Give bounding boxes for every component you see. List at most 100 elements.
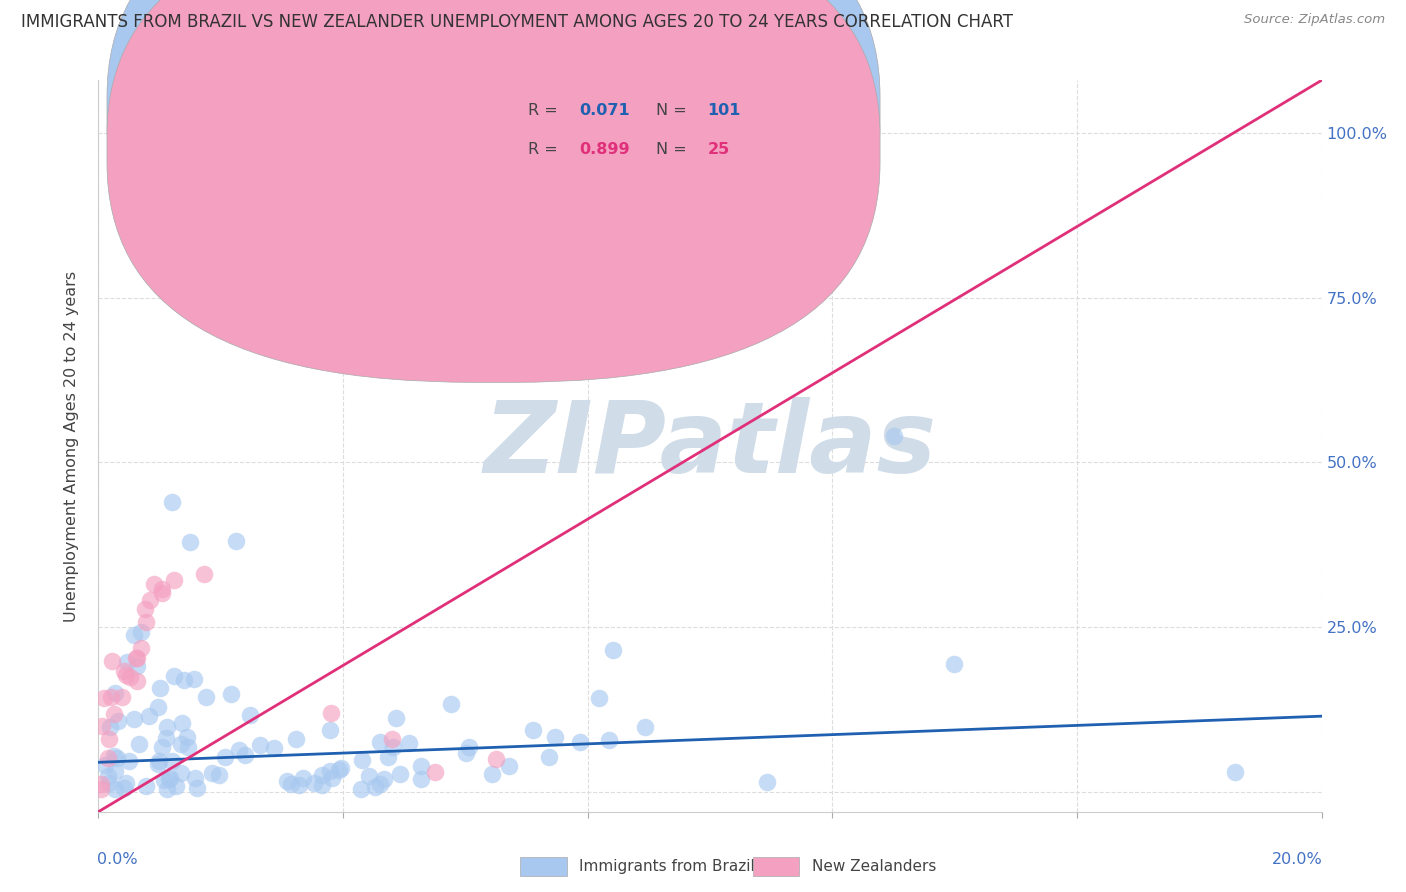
Point xyxy=(138,709,160,723)
Point xyxy=(381,739,404,754)
Text: 25: 25 xyxy=(707,142,730,156)
Point xyxy=(105,751,128,765)
Point xyxy=(883,429,905,443)
Text: R =: R = xyxy=(527,142,562,156)
Point xyxy=(319,723,342,737)
Point xyxy=(135,615,157,629)
Point xyxy=(115,776,138,790)
Point xyxy=(411,759,433,773)
Point xyxy=(184,772,207,786)
Point xyxy=(439,698,461,712)
Text: 0.071: 0.071 xyxy=(579,103,630,118)
Point xyxy=(328,763,350,777)
Text: N =: N = xyxy=(657,103,692,118)
Point xyxy=(177,740,200,755)
Point xyxy=(104,781,127,796)
Point xyxy=(522,723,544,738)
Point xyxy=(201,766,224,780)
Point xyxy=(263,741,285,756)
Point xyxy=(170,716,193,731)
Point xyxy=(125,659,148,673)
Point xyxy=(292,771,315,785)
Point xyxy=(149,681,172,695)
Point xyxy=(481,766,503,780)
Point xyxy=(111,690,134,705)
Point xyxy=(321,771,343,785)
Point xyxy=(454,746,477,760)
Point xyxy=(97,751,120,765)
Text: 0.0%: 0.0% xyxy=(97,852,138,867)
Point xyxy=(186,780,208,795)
Point xyxy=(498,758,520,772)
Text: IMMIGRANTS FROM BRAZIL VS NEW ZEALANDER UNEMPLOYMENT AMONG AGES 20 TO 24 YEARS C: IMMIGRANTS FROM BRAZIL VS NEW ZEALANDER … xyxy=(21,13,1014,31)
Point xyxy=(249,738,271,752)
Text: R =: R = xyxy=(527,103,562,118)
Point xyxy=(125,650,148,665)
Point xyxy=(163,573,186,587)
Point xyxy=(377,750,399,764)
Point xyxy=(330,761,353,775)
Point xyxy=(135,779,157,793)
Point xyxy=(98,776,121,790)
Point xyxy=(173,673,195,687)
Point xyxy=(157,772,180,787)
Text: 101: 101 xyxy=(707,103,741,118)
Point xyxy=(538,750,561,764)
Point xyxy=(942,657,965,671)
Point xyxy=(285,732,308,747)
Point xyxy=(156,781,179,796)
Point xyxy=(97,769,120,783)
Point xyxy=(107,714,129,728)
Point xyxy=(368,777,391,791)
FancyBboxPatch shape xyxy=(107,0,880,343)
FancyBboxPatch shape xyxy=(460,87,814,171)
Point xyxy=(311,779,333,793)
Point xyxy=(104,686,127,700)
Point xyxy=(176,730,198,744)
Point xyxy=(458,740,481,755)
Point xyxy=(208,768,231,782)
Point xyxy=(148,756,170,771)
Point xyxy=(350,781,373,796)
Point xyxy=(183,673,205,687)
Point xyxy=(423,765,446,780)
Point xyxy=(160,495,183,509)
Point xyxy=(385,710,408,724)
Point xyxy=(411,772,433,786)
Text: Source: ZipAtlas.com: Source: ZipAtlas.com xyxy=(1244,13,1385,27)
Point xyxy=(98,720,121,734)
Point xyxy=(239,707,262,722)
Point xyxy=(225,534,247,549)
Point xyxy=(104,764,127,779)
Point xyxy=(112,780,135,795)
Point xyxy=(150,739,173,754)
Point xyxy=(373,772,395,786)
Point xyxy=(319,764,342,778)
FancyBboxPatch shape xyxy=(107,0,880,383)
Point xyxy=(364,780,387,794)
Point xyxy=(588,690,610,705)
Point xyxy=(122,628,145,642)
Point xyxy=(352,753,374,767)
Point xyxy=(125,673,148,688)
Text: 20.0%: 20.0% xyxy=(1272,852,1323,867)
Point xyxy=(152,772,174,787)
Point xyxy=(148,699,170,714)
Point xyxy=(634,720,657,734)
Point xyxy=(98,731,121,746)
Point xyxy=(195,690,218,704)
Point xyxy=(357,769,380,783)
Point xyxy=(304,776,326,790)
Point xyxy=(90,781,112,796)
Point xyxy=(155,731,177,745)
Point xyxy=(103,706,125,721)
Point xyxy=(311,768,333,782)
Point xyxy=(142,577,165,591)
Point xyxy=(598,733,620,747)
Point xyxy=(150,585,173,599)
Point xyxy=(93,690,115,705)
Point xyxy=(193,566,215,581)
Point xyxy=(156,721,179,735)
Point xyxy=(129,641,152,656)
Y-axis label: Unemployment Among Ages 20 to 24 years: Unemployment Among Ages 20 to 24 years xyxy=(65,270,79,622)
